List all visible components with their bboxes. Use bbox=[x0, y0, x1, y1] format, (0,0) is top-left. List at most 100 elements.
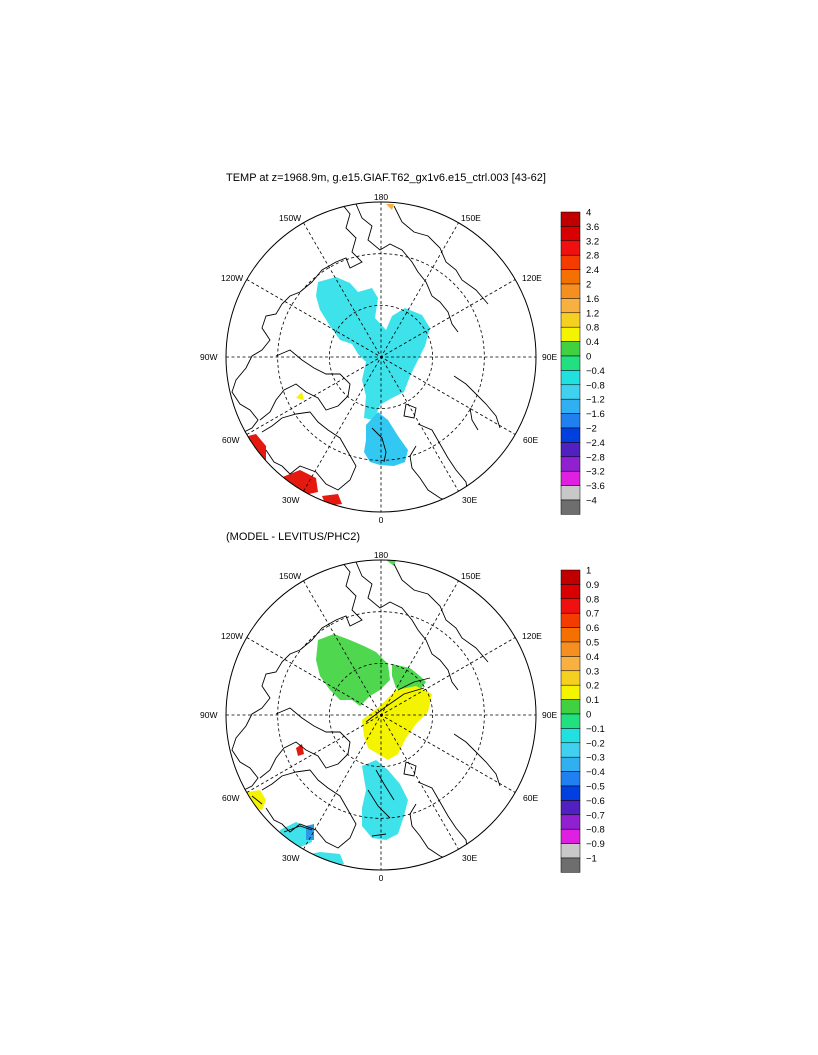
colorbar-tick-label: 2 bbox=[586, 280, 591, 291]
label-150e: 150E bbox=[461, 213, 481, 223]
colorbar-tick-label: 0.9 bbox=[586, 580, 599, 591]
colorbar-swatch bbox=[560, 612, 581, 628]
label-90w: 90W bbox=[200, 352, 217, 362]
label-150w-2: 150W bbox=[279, 571, 301, 581]
colorbar-tick-label: −0.6 bbox=[586, 796, 605, 807]
label-90w-2: 90W bbox=[200, 710, 217, 720]
colorbar-swatch bbox=[560, 828, 581, 844]
colorbar-tick-label: −2 bbox=[586, 424, 597, 435]
colorbar-swatch bbox=[560, 341, 581, 357]
colorbar-swatch bbox=[560, 713, 581, 729]
colorbar-tick-label: 4 bbox=[586, 208, 591, 219]
colorbar-tick-label: −0.2 bbox=[586, 738, 605, 749]
colorbar-swatch bbox=[560, 413, 581, 429]
colorbar-swatch bbox=[560, 771, 581, 787]
map-boundary-2 bbox=[225, 559, 537, 871]
coastlines bbox=[231, 203, 501, 505]
colorbar-swatch bbox=[560, 442, 581, 458]
field-cyan-2 bbox=[362, 760, 408, 840]
colorbar-tick-label: 0.8 bbox=[586, 594, 599, 605]
colorbar-tick-label: −4 bbox=[586, 496, 597, 507]
field-red-60w bbox=[240, 434, 266, 468]
label-60e: 60E bbox=[523, 435, 538, 445]
colorbar-tick-label: 2.4 bbox=[586, 265, 599, 276]
colorbar-swatch bbox=[560, 312, 581, 328]
colorbar-tick-label: −0.1 bbox=[586, 724, 605, 735]
colorbar-tick-label: −0.4 bbox=[586, 366, 605, 377]
field-cyan bbox=[316, 277, 430, 420]
colorbar-tick-label: 0 bbox=[586, 352, 591, 363]
colorbar-swatch bbox=[560, 656, 581, 672]
colorbar-tick-label: 0.2 bbox=[586, 681, 599, 692]
colorbar-swatch bbox=[560, 226, 581, 242]
colorbar-swatch bbox=[560, 814, 581, 830]
colorbar-swatch bbox=[560, 470, 581, 486]
colorbar-tick-label: −0.5 bbox=[586, 782, 605, 793]
colorbar-tick-label: 0.4 bbox=[586, 652, 599, 663]
label-150w: 150W bbox=[279, 213, 301, 223]
colorbar-swatch bbox=[560, 254, 581, 270]
colorbar-swatch bbox=[560, 283, 581, 299]
colorbar-swatch bbox=[560, 699, 581, 715]
colorbar-tick-label: 0.1 bbox=[586, 695, 599, 706]
colorbar-swatch bbox=[560, 584, 581, 600]
label-30w-2: 30W bbox=[282, 853, 299, 863]
panel-1-map: 180 0 90W 90E 150W 120W 150E 120E 60W 30… bbox=[200, 192, 605, 525]
map-boundary bbox=[225, 201, 537, 513]
colorbar-swatch bbox=[560, 326, 581, 342]
field-blue-small bbox=[306, 824, 314, 840]
colorbar-swatch bbox=[560, 800, 581, 816]
label-120w-2: 120W bbox=[221, 631, 243, 641]
field-orange bbox=[386, 204, 394, 210]
latitude-circle bbox=[328, 662, 434, 768]
colorbar-swatch bbox=[560, 857, 581, 873]
field-red-small bbox=[296, 744, 304, 756]
colorbar-1: 4 3.6 3.2 2.8 2.4 2 1.6 1.2 0.8 0.4 0 −0.4 −0.8 −1.2 −… bbox=[560, 208, 605, 515]
colorbar-swatch bbox=[560, 785, 581, 801]
latitude-circle bbox=[328, 304, 434, 410]
colorbar-swatch bbox=[560, 269, 581, 285]
panel-2-title: (MODEL - LEVITUS/PHC2) bbox=[226, 531, 361, 543]
colorbar-tick-label: 1.6 bbox=[586, 294, 599, 305]
colorbar-swatch bbox=[560, 684, 581, 700]
colorbar-swatch bbox=[560, 499, 581, 515]
label-120w: 120W bbox=[221, 273, 243, 283]
colorbar-swatch bbox=[560, 355, 581, 371]
colorbar-swatch bbox=[560, 370, 581, 386]
field-yellow bbox=[296, 392, 304, 400]
label-60w: 60W bbox=[222, 435, 239, 445]
label-90e: 90E bbox=[542, 352, 557, 362]
label-90e-2: 90E bbox=[542, 710, 557, 720]
colorbar-tick-label: −1.6 bbox=[586, 409, 605, 420]
colorbar-swatch bbox=[560, 298, 581, 314]
field-red-30w bbox=[280, 470, 318, 496]
graticule-2 bbox=[226, 560, 536, 870]
field-yellow-2 bbox=[362, 686, 432, 760]
label-180-2: 180 bbox=[374, 550, 388, 560]
label-180: 180 bbox=[374, 192, 388, 202]
colorbar-swatch bbox=[560, 427, 581, 443]
colorbar-tick-label: −1 bbox=[586, 854, 597, 865]
colorbar-2: 1 0.9 0.8 0.7 0.6 0.5 0.4 0.3 0.2 0.1 0 −0.1 −0.2 −0.… bbox=[560, 566, 605, 873]
colorbar-tick-label: 0.3 bbox=[586, 666, 599, 677]
colorbar-swatch bbox=[560, 742, 581, 758]
meridian-line bbox=[303, 222, 459, 492]
colorbar-tick-label: −3.6 bbox=[586, 481, 605, 492]
colorbar-tick-label: 0.6 bbox=[586, 623, 599, 634]
colorbar-swatch bbox=[560, 456, 581, 472]
label-0-2: 0 bbox=[379, 873, 384, 883]
colorbar-swatch bbox=[560, 598, 581, 614]
label-60w-2: 60W bbox=[222, 793, 239, 803]
field-green-top bbox=[386, 560, 396, 566]
label-120e: 120E bbox=[522, 273, 542, 283]
colorbar-tick-label: −0.3 bbox=[586, 753, 605, 764]
colorbar-tick-label: −1.2 bbox=[586, 395, 605, 406]
colorbar-tick-label: −2.4 bbox=[586, 438, 605, 449]
colorbar-swatch bbox=[560, 627, 581, 643]
panel-2-map: 180 0 90W 90E 150W 120W 150E 120E 60W 30… bbox=[200, 550, 605, 883]
colorbar-swatch bbox=[560, 384, 581, 400]
colorbar-swatch bbox=[560, 398, 581, 414]
colorbar-tick-label: −3.2 bbox=[586, 467, 605, 478]
colorbar-tick-label: 0 bbox=[586, 710, 591, 721]
